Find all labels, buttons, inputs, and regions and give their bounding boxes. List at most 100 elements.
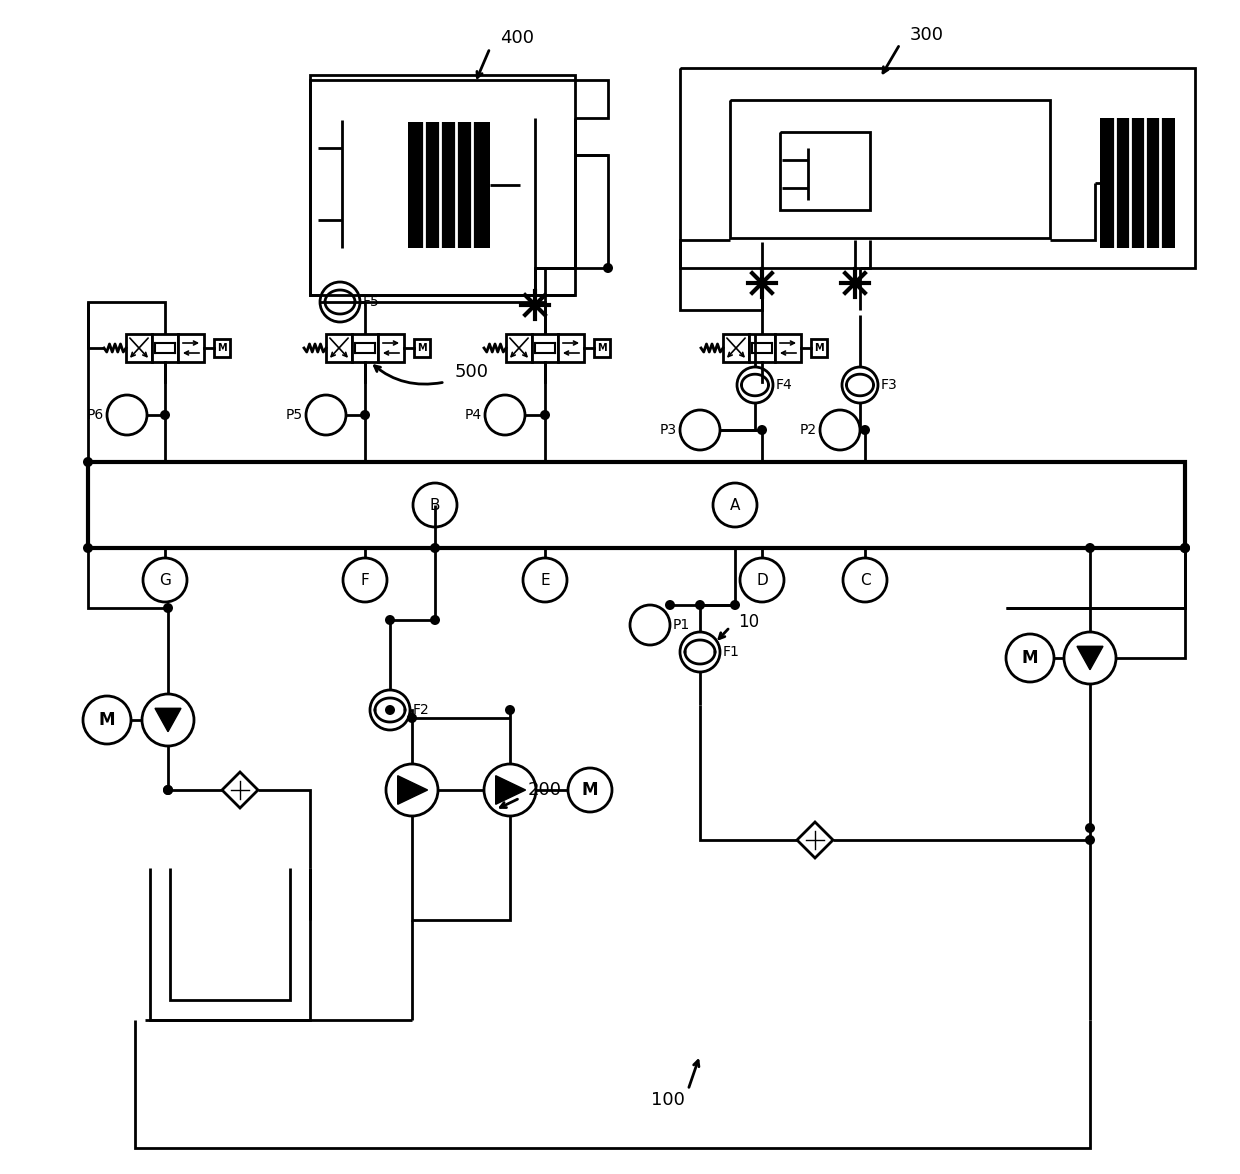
Circle shape <box>843 558 887 602</box>
Text: E: E <box>541 573 549 587</box>
Circle shape <box>485 394 525 436</box>
Circle shape <box>107 394 148 436</box>
Circle shape <box>320 282 360 322</box>
Text: B: B <box>430 498 440 513</box>
Text: C: C <box>859 573 870 587</box>
Bar <box>414 339 430 357</box>
Circle shape <box>694 600 706 610</box>
Polygon shape <box>496 776 526 804</box>
Bar <box>506 333 532 362</box>
Circle shape <box>143 558 187 602</box>
Text: 100: 100 <box>651 1091 684 1109</box>
Circle shape <box>1085 823 1095 834</box>
Text: P6: P6 <box>87 409 104 421</box>
Circle shape <box>143 694 193 745</box>
Text: P1: P1 <box>673 618 691 632</box>
Bar <box>126 333 153 362</box>
Bar <box>378 333 404 362</box>
Polygon shape <box>398 776 428 804</box>
Text: M: M <box>217 343 227 353</box>
Circle shape <box>160 410 170 420</box>
Text: F3: F3 <box>880 378 898 392</box>
Circle shape <box>737 367 773 403</box>
Polygon shape <box>155 708 181 731</box>
Circle shape <box>83 696 131 744</box>
Text: M: M <box>598 343 606 353</box>
Text: 200: 200 <box>528 781 562 799</box>
Circle shape <box>306 394 346 436</box>
Bar <box>594 339 610 357</box>
Text: F2: F2 <box>413 703 430 717</box>
Text: 500: 500 <box>455 363 489 382</box>
Bar <box>558 333 584 362</box>
Circle shape <box>83 544 93 553</box>
Bar <box>215 339 229 357</box>
Text: F5: F5 <box>363 295 379 309</box>
Circle shape <box>505 706 515 715</box>
Bar <box>749 333 775 362</box>
Circle shape <box>360 410 370 420</box>
Circle shape <box>1064 632 1116 684</box>
Circle shape <box>384 615 396 625</box>
Circle shape <box>861 425 870 436</box>
Polygon shape <box>1078 647 1104 669</box>
Text: 10: 10 <box>738 613 759 630</box>
Text: P3: P3 <box>660 423 677 437</box>
Circle shape <box>523 558 567 602</box>
Text: P4: P4 <box>465 409 482 421</box>
Circle shape <box>83 457 93 467</box>
Circle shape <box>430 544 440 553</box>
Circle shape <box>1006 634 1054 682</box>
Circle shape <box>842 367 878 403</box>
Text: M: M <box>582 781 598 799</box>
Circle shape <box>1085 835 1095 845</box>
Bar <box>532 333 558 362</box>
Circle shape <box>539 410 551 420</box>
Circle shape <box>756 425 768 436</box>
Text: F4: F4 <box>776 378 792 392</box>
Text: F: F <box>361 573 370 587</box>
Circle shape <box>713 483 756 527</box>
Bar <box>408 122 490 248</box>
Circle shape <box>740 558 784 602</box>
Bar <box>811 339 827 357</box>
Circle shape <box>343 558 387 602</box>
Circle shape <box>386 764 438 816</box>
Circle shape <box>162 603 174 613</box>
Text: 400: 400 <box>500 29 534 47</box>
Text: F1: F1 <box>723 645 740 659</box>
Bar <box>88 463 1185 548</box>
Circle shape <box>1180 544 1190 553</box>
Circle shape <box>162 785 174 795</box>
Circle shape <box>162 785 174 795</box>
Circle shape <box>568 768 613 812</box>
Text: M: M <box>1022 649 1038 667</box>
Text: M: M <box>99 711 115 729</box>
Bar <box>775 333 801 362</box>
Circle shape <box>630 605 670 645</box>
Bar <box>723 333 749 362</box>
Circle shape <box>413 483 458 527</box>
Circle shape <box>384 706 396 715</box>
Text: G: G <box>159 573 171 587</box>
Circle shape <box>430 615 440 625</box>
Bar <box>153 333 179 362</box>
Bar <box>310 75 575 295</box>
Circle shape <box>484 764 536 816</box>
Text: M: M <box>815 343 823 353</box>
Circle shape <box>665 600 675 610</box>
Circle shape <box>820 410 861 450</box>
Bar <box>179 333 205 362</box>
Circle shape <box>603 263 613 274</box>
Text: P5: P5 <box>286 409 303 421</box>
Text: P2: P2 <box>800 423 817 437</box>
Bar <box>326 333 352 362</box>
Bar <box>352 333 378 362</box>
Circle shape <box>680 410 720 450</box>
Text: A: A <box>730 498 740 513</box>
Circle shape <box>680 632 720 672</box>
Text: D: D <box>756 573 768 587</box>
Circle shape <box>730 600 740 610</box>
Circle shape <box>1085 544 1095 553</box>
Bar <box>1100 119 1176 248</box>
